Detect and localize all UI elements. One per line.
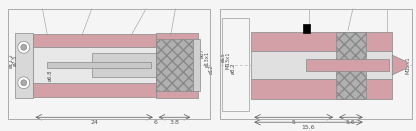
- Bar: [305, 59, 389, 71]
- Text: ø13x1: ø13x1: [205, 51, 210, 67]
- Text: ø7.5: ø7.5: [13, 54, 18, 66]
- Text: 15.6: 15.6: [302, 125, 315, 130]
- Bar: [156, 32, 198, 98]
- Bar: [47, 62, 151, 68]
- Bar: [251, 79, 392, 99]
- Text: ø67: ø67: [200, 48, 205, 58]
- Bar: [156, 39, 193, 91]
- Bar: [193, 39, 200, 91]
- Circle shape: [21, 80, 27, 86]
- Text: 24: 24: [90, 120, 98, 125]
- Text: 5.6: 5.6: [346, 120, 356, 125]
- Bar: [336, 32, 366, 99]
- Text: ø15: ø15: [220, 52, 225, 62]
- Circle shape: [18, 77, 30, 89]
- Bar: [8, 9, 210, 119]
- Bar: [251, 51, 392, 79]
- Bar: [92, 53, 156, 77]
- Text: ø11.2: ø11.2: [9, 53, 14, 68]
- Text: ø12: ø12: [209, 64, 214, 74]
- Text: M12x1: M12x1: [405, 56, 410, 74]
- Circle shape: [18, 41, 30, 53]
- Bar: [251, 32, 392, 51]
- Bar: [15, 32, 32, 98]
- Bar: [222, 18, 249, 111]
- Text: ø8.2: ø8.2: [231, 62, 236, 74]
- Text: 6: 6: [154, 120, 158, 125]
- Polygon shape: [392, 55, 407, 75]
- Bar: [302, 24, 310, 32]
- Bar: [32, 83, 156, 97]
- Text: ø6.8: ø6.8: [48, 70, 53, 81]
- Text: M13x1: M13x1: [225, 51, 230, 69]
- Bar: [32, 47, 156, 83]
- Bar: [220, 9, 412, 119]
- Text: 5: 5: [292, 120, 296, 125]
- Circle shape: [21, 44, 27, 50]
- Text: 3.8: 3.8: [170, 120, 179, 125]
- Bar: [32, 34, 156, 47]
